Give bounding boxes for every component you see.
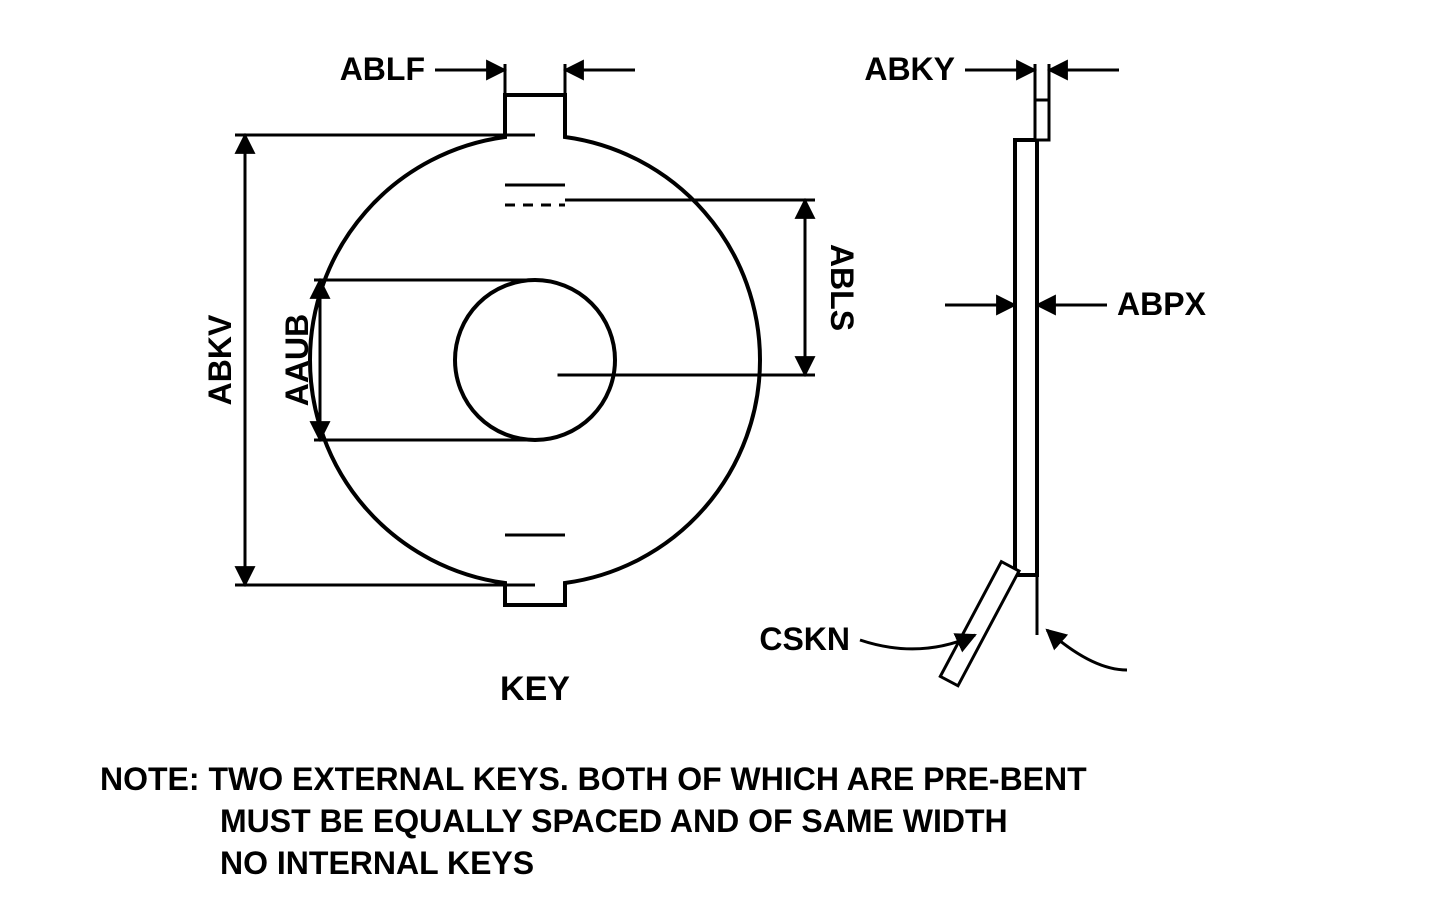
label-abky: ABKY	[864, 51, 955, 87]
note-line2: MUST BE EQUALLY SPACED AND OF SAME WIDTH	[220, 803, 1008, 839]
front-view	[310, 95, 760, 605]
side-view	[940, 100, 1049, 686]
label-ablf: ABLF	[340, 51, 425, 87]
note-line3: NO INTERNAL KEYS	[220, 845, 534, 881]
note-prefix: NOTE:	[100, 761, 200, 797]
label-abls: ABLS	[824, 244, 860, 331]
diagram-canvas: ABKV AAUB ABLF ABLS ABKY ABPX CSKN KEY NOTE: T…	[0, 0, 1454, 924]
note-block: NOTE: TWO EXTERNAL KEYS. BOTH OF WHICH A…	[100, 761, 1087, 881]
note-line1: TWO EXTERNAL KEYS. BOTH OF WHICH ARE PRE…	[208, 761, 1087, 797]
label-abkv: ABKV	[202, 314, 238, 405]
label-aaub: AAUB	[279, 314, 315, 406]
label-cskn: CSKN	[759, 621, 850, 657]
label-abpx: ABPX	[1117, 286, 1207, 322]
svg-text:NOTE: TWO EXTERNAL KEYS. BOTH: NOTE: TWO EXTERNAL KEYS. BOTH OF WHICH A…	[100, 761, 1087, 797]
label-key: KEY	[500, 670, 570, 708]
